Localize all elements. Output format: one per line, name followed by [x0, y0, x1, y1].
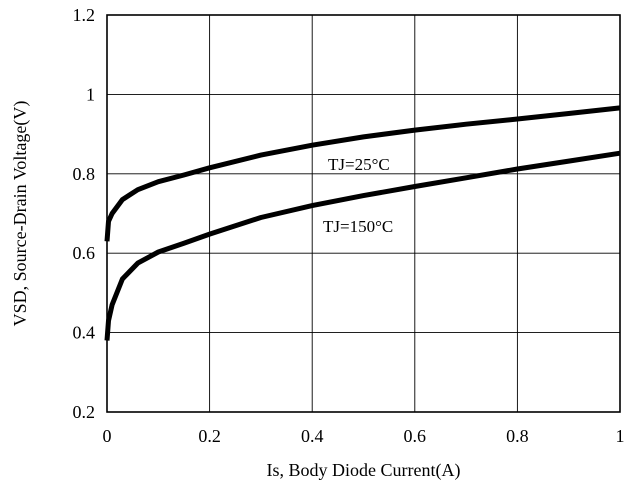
y-tick-label: 0.2	[73, 402, 96, 422]
tick-labels: 0 0.2 0.4 0.6 0.8 1 0.2 0.4 0.6 0.8 1 1.2	[73, 5, 625, 446]
x-axis-title: Is, Body Diode Current(A)	[267, 460, 461, 481]
x-tick-label: 0	[103, 426, 112, 446]
y-tick-label: 1	[86, 84, 95, 104]
x-tick-label: 0.6	[404, 426, 427, 446]
y-tick-label: 1.2	[73, 5, 96, 25]
y-tick-label: 0.8	[73, 164, 96, 184]
annotations: TJ=25°C TJ=150°C	[323, 155, 393, 236]
series-annotation-tj-150c: TJ=150°C	[323, 217, 393, 236]
series-annotation-tj-25c: TJ=25°C	[328, 155, 390, 174]
grid	[107, 15, 620, 412]
x-tick-label: 0.8	[506, 426, 529, 446]
plot-frame	[106, 14, 621, 413]
y-axis-title: VSD, Source-Drain Voltage(V)	[10, 101, 31, 327]
x-tick-label: 0.2	[198, 426, 221, 446]
x-tick-label: 1	[616, 426, 625, 446]
y-tick-label: 0.4	[73, 323, 96, 343]
y-tick-label: 0.6	[73, 243, 96, 263]
series-line-tj-150c	[104, 150, 621, 341]
series-layer	[104, 105, 621, 341]
series-line-tj-25c	[104, 105, 621, 242]
x-tick-label: 0.4	[301, 426, 324, 446]
